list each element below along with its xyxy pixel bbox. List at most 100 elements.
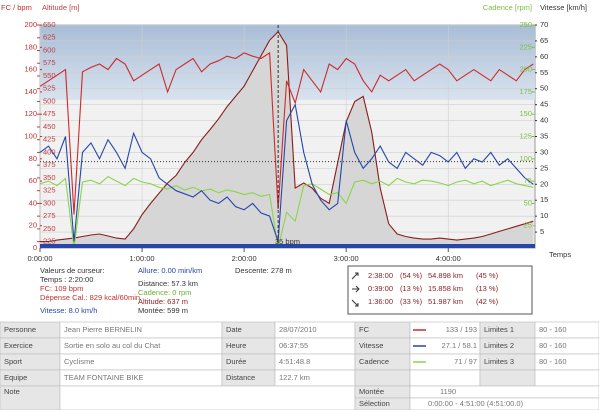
y-tick-label: 25 — [540, 163, 548, 172]
y-tick-label: 20 — [29, 221, 37, 230]
table-value: 28/07/2010 — [279, 325, 317, 334]
table-value: 80 - 160 — [539, 325, 567, 334]
y-tick-label: 150 — [519, 109, 532, 118]
table-label: Sélection — [359, 399, 390, 408]
y-tick-label: 25 — [524, 221, 532, 230]
y-tick-label: 30 — [540, 147, 548, 156]
y-tick-label: 325 — [43, 186, 56, 195]
table-label: Vitesse — [359, 341, 383, 350]
cursor-fc: FC: 109 bpm — [40, 284, 83, 293]
y-tick-label: 375 — [43, 160, 56, 169]
stats-cell: 51.987 km — [428, 297, 463, 306]
y-tick-label: 55 — [540, 68, 548, 77]
y-tick-label: 15 — [540, 195, 548, 204]
table-value: 27.1 / 58.1 — [442, 341, 477, 350]
y-tick-label: 350 — [43, 173, 56, 182]
table-value: 80 - 160 — [539, 341, 567, 350]
y-tick-label: 275 — [43, 211, 56, 220]
y-tick-label: 10 — [540, 211, 548, 220]
table-label: Limites 2 — [484, 341, 514, 350]
x-tick-label: 1:00:00 — [130, 254, 155, 263]
y-tick-label: 50 — [540, 84, 548, 93]
axis-title: Cadence [rpm] — [483, 3, 532, 12]
y-tick-label: 160 — [24, 65, 37, 74]
stats-cell: (45 %) — [476, 271, 499, 280]
table-value: Cyclisme — [64, 357, 94, 366]
table-value: 122.7 km — [279, 373, 310, 382]
table-label: Equipe — [4, 373, 27, 382]
y-tick-label: 200 — [519, 65, 532, 74]
table-label: Heure — [226, 341, 246, 350]
table-cell — [479, 369, 536, 387]
stats-cell: (42 %) — [476, 297, 499, 306]
series-line — [39, 51, 534, 215]
y-tick-label: 0 — [33, 243, 37, 252]
table-cell — [59, 385, 356, 410]
table-value: TEAM FONTAINE BIKE — [64, 373, 143, 382]
table-cell — [354, 369, 411, 387]
table-value: 4:51:48.8 — [279, 357, 310, 366]
y-tick-label: 65 — [540, 36, 548, 45]
table-label: Limites 3 — [484, 357, 514, 366]
axis-title: Altitude [m] — [42, 3, 80, 12]
table-cell — [0, 385, 61, 410]
stats-cell: (13 %) — [400, 284, 423, 293]
stats-box — [347, 265, 533, 315]
axis-title: FC / bpm — [1, 3, 32, 12]
stats-cell: 1:36:00 — [368, 297, 393, 306]
x-axis-title: Temps — [549, 250, 571, 259]
y-tick-label: 40 — [540, 116, 548, 125]
table-value: Jean Pierre BERNELIN — [64, 325, 142, 334]
y-tick-label: 475 — [43, 109, 56, 118]
y-tick-label: 425 — [43, 135, 56, 144]
stats-cell: (33 %) — [400, 297, 423, 306]
table-value: 06:37:55 — [279, 341, 308, 350]
y-tick-label: 45 — [540, 100, 548, 109]
x-tick-label: 0:00:00 — [27, 254, 52, 263]
y-tick-label: 60 — [540, 52, 548, 61]
up-arrow-icon — [351, 272, 359, 280]
series-line — [39, 102, 534, 242]
stats-cell: 15.858 km — [428, 284, 463, 293]
y-tick-label: 180 — [24, 42, 37, 51]
y-tick-label: 225 — [519, 42, 532, 51]
y-tick-label: 250 — [43, 224, 56, 233]
stats-cell: (54 %) — [400, 271, 423, 280]
y-tick-label: 40 — [29, 198, 37, 207]
y-tick-label: 5 — [540, 227, 544, 236]
y-tick-label: 70 — [540, 20, 548, 29]
y-tick-label: 400 — [43, 147, 56, 156]
table-value: 0:00:00 - 4:51:00 (4:51:00.0) — [428, 399, 524, 408]
cursor-temps: Temps : 2:20:00 — [40, 275, 93, 284]
y-tick-label: 100 — [519, 154, 532, 163]
area — [40, 31, 534, 248]
y-tick-label: 50 — [524, 198, 532, 207]
y-tick-label: 175 — [519, 87, 532, 96]
cursor-cadence: Cadence: 0 rpm — [138, 288, 191, 297]
cursor-calories: Dépense Cal.: 829 kcal/60min — [40, 293, 140, 302]
y-tick-label: 625 — [43, 33, 56, 42]
table-value: Sortie en solo au col du Chat — [64, 341, 161, 350]
cursor-vitesse: Vitesse: 8.0 km/h — [40, 306, 97, 315]
series-line — [40, 30, 534, 243]
cursor-title: Valeurs de curseur: — [40, 266, 104, 275]
table-label: Limites 1 — [484, 325, 514, 334]
table-label: Distance — [226, 373, 255, 382]
table-label: Durée — [226, 357, 246, 366]
table-value: 80 - 160 — [539, 357, 567, 366]
table-label: Montée — [359, 387, 384, 396]
table-cell — [409, 397, 599, 410]
table-value: 71 / 97 — [454, 357, 477, 366]
cursor-descente: Descente: 278 m — [235, 266, 292, 275]
plot-layer — [37, 24, 537, 252]
y-tick-label: 20 — [540, 179, 548, 188]
y-tick-label: 450 — [43, 122, 56, 131]
table-value: 1190 — [440, 387, 456, 396]
y-tick-label: 100 — [24, 131, 37, 140]
stats-rows: 2:38:00 (54 %) 54.898 km (45 %) 0:39:00 (13 %… — [368, 271, 499, 306]
table-label: FC — [359, 325, 370, 334]
y-tick-label: 120 — [24, 109, 37, 118]
y-tick-label: 140 — [24, 87, 37, 96]
cursor-montee: Montée: 599 m — [138, 306, 188, 315]
